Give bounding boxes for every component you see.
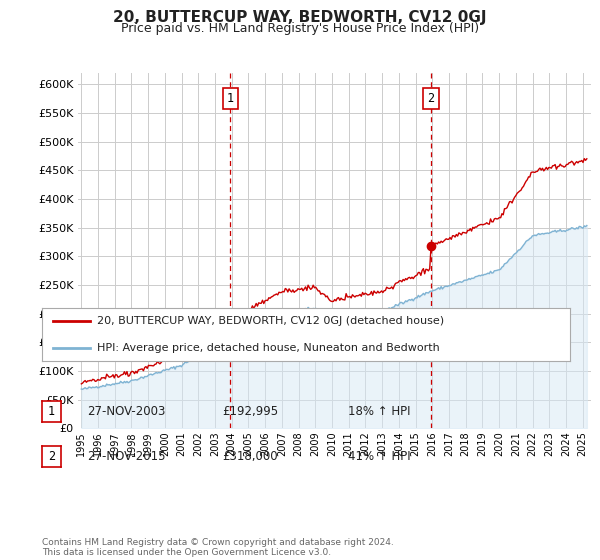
Text: Price paid vs. HM Land Registry's House Price Index (HPI): Price paid vs. HM Land Registry's House …	[121, 22, 479, 35]
Text: Contains HM Land Registry data © Crown copyright and database right 2024.
This d: Contains HM Land Registry data © Crown c…	[42, 538, 394, 557]
Text: 27-NOV-2003: 27-NOV-2003	[87, 405, 166, 418]
Text: £318,000: £318,000	[222, 450, 278, 463]
Text: 20, BUTTERCUP WAY, BEDWORTH, CV12 0GJ (detached house): 20, BUTTERCUP WAY, BEDWORTH, CV12 0GJ (d…	[97, 316, 445, 326]
Text: 18% ↑ HPI: 18% ↑ HPI	[348, 405, 410, 418]
Text: HPI: Average price, detached house, Nuneaton and Bedworth: HPI: Average price, detached house, Nune…	[97, 343, 440, 353]
Text: 20, BUTTERCUP WAY, BEDWORTH, CV12 0GJ: 20, BUTTERCUP WAY, BEDWORTH, CV12 0GJ	[113, 10, 487, 25]
Text: 2: 2	[427, 92, 434, 105]
Text: 2: 2	[48, 450, 55, 463]
Text: 1: 1	[227, 92, 234, 105]
Text: 1: 1	[48, 405, 55, 418]
Text: 41% ↑ HPI: 41% ↑ HPI	[348, 450, 410, 463]
Text: £192,995: £192,995	[222, 405, 278, 418]
Text: 27-NOV-2015: 27-NOV-2015	[87, 450, 166, 463]
